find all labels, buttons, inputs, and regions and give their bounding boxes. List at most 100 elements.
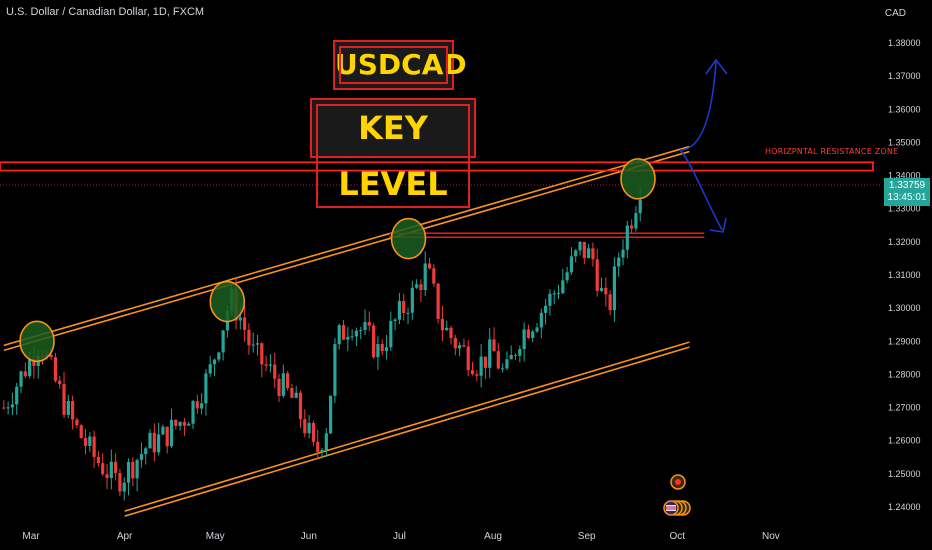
- candle-body: [346, 336, 350, 340]
- y-tick-label: 1.28000: [888, 369, 921, 379]
- arrows-layer: [679, 58, 728, 233]
- candle-body: [475, 374, 479, 376]
- candle-body: [350, 336, 354, 338]
- x-tick-label: Oct: [669, 531, 685, 542]
- candle-body: [221, 330, 225, 353]
- channel-upper-line: [3, 145, 690, 347]
- candle-body: [466, 346, 470, 371]
- candle-body: [410, 287, 414, 313]
- candle-body: [307, 423, 311, 434]
- candle-body: [83, 438, 88, 446]
- candle-body: [324, 433, 328, 451]
- candle-body: [135, 459, 139, 479]
- arrow-up-path: [679, 61, 717, 151]
- candle-body: [268, 364, 273, 366]
- candle-body: [578, 241, 582, 251]
- y-tick-label: 1.36000: [888, 104, 921, 114]
- current-price-value: 1.33759: [888, 180, 926, 191]
- touch-point-circle: [390, 217, 427, 260]
- candle-body: [526, 329, 531, 338]
- candle-body: [518, 349, 522, 356]
- x-tick-label: Jun: [301, 531, 317, 542]
- candle-body: [165, 426, 169, 447]
- candle-body: [505, 359, 509, 369]
- candle-body: [415, 284, 419, 288]
- candles-layer: [2, 187, 642, 501]
- y-tick-label: 1.27000: [888, 403, 921, 413]
- candle-body: [384, 347, 389, 352]
- candle-body: [92, 436, 96, 457]
- candle-body: [419, 284, 423, 291]
- candle-body: [15, 386, 19, 405]
- y-tick-label: 1.33000: [888, 204, 921, 214]
- x-tick-label: May: [206, 531, 225, 542]
- candle-body: [101, 463, 105, 475]
- channel-lower-line: [124, 341, 690, 512]
- candle-body: [161, 426, 165, 435]
- title-text: USDCAD: [335, 42, 467, 88]
- candle-body: [621, 249, 625, 258]
- candle-body: [316, 441, 320, 452]
- candle-body: [561, 280, 565, 294]
- candle-body: [298, 392, 303, 420]
- candle-body: [109, 461, 113, 478]
- candle-body: [105, 474, 109, 478]
- candle-body: [247, 329, 251, 346]
- y-tick-label: 1.24000: [888, 502, 921, 512]
- candle-body: [389, 320, 393, 348]
- subtitle-text: KEY LEVEL: [312, 100, 474, 212]
- x-tick-label: Sep: [578, 531, 596, 542]
- candle-body: [144, 448, 148, 455]
- y-tick-label: 1.25000: [888, 469, 921, 479]
- candle-body: [131, 461, 135, 479]
- candle-body: [303, 419, 307, 434]
- currency-label: CAD: [884, 8, 906, 19]
- y-tick-label: 1.32000: [888, 237, 921, 247]
- candle-body: [488, 339, 492, 368]
- candle-body: [359, 330, 363, 332]
- candle-body: [492, 339, 496, 352]
- candle-body: [49, 354, 53, 358]
- candle-body: [251, 344, 255, 346]
- candle-body: [548, 293, 552, 306]
- candle-body: [470, 370, 475, 375]
- candle-body: [367, 322, 371, 326]
- y-tick-label: 1.35000: [888, 137, 921, 147]
- candle-body: [436, 283, 440, 319]
- candle-body: [212, 359, 217, 365]
- channel-layer: [3, 145, 690, 517]
- candle-body: [75, 419, 79, 426]
- arrow-down-path: [679, 149, 723, 231]
- candle-body: [273, 364, 277, 379]
- candle-body: [320, 450, 324, 452]
- resistance-zone-label: HORIZPNTAL RESISTANCE ZONE: [765, 147, 899, 156]
- x-tick-label: Aug: [484, 531, 502, 542]
- candle-body: [32, 358, 36, 366]
- candle-body: [445, 327, 449, 331]
- y-tick-label: 1.31000: [888, 270, 921, 280]
- candle-body: [522, 329, 526, 350]
- candle-body: [509, 354, 513, 360]
- candle-body: [122, 482, 126, 492]
- candle-body: [208, 364, 212, 374]
- axis-layer: 1.24000 1.25000 1.26000 1.27000 1.28000 1.290…: [22, 38, 920, 542]
- candle-body: [539, 312, 543, 328]
- candle-body: [479, 356, 483, 376]
- event-icons[interactable]: [663, 474, 691, 516]
- candle-body: [393, 319, 397, 321]
- candle-body: [423, 263, 427, 291]
- candle-body: [217, 352, 221, 360]
- candle-body: [544, 305, 548, 313]
- symbol-header[interactable]: U.S. Dollar / Canadian Dollar, 1D, FXCM: [6, 6, 205, 18]
- x-tick-label: Nov: [762, 531, 780, 542]
- y-tick-label: 1.30000: [888, 303, 921, 313]
- touch-point-circle: [620, 158, 656, 200]
- candle-body: [200, 403, 204, 409]
- candle-body: [294, 392, 298, 398]
- y-tick-label: 1.37000: [888, 71, 921, 81]
- y-tick-label: 1.26000: [888, 436, 921, 446]
- bar-countdown: 13:45:01: [887, 192, 927, 203]
- candle-body: [556, 293, 561, 295]
- candle-body: [71, 401, 75, 420]
